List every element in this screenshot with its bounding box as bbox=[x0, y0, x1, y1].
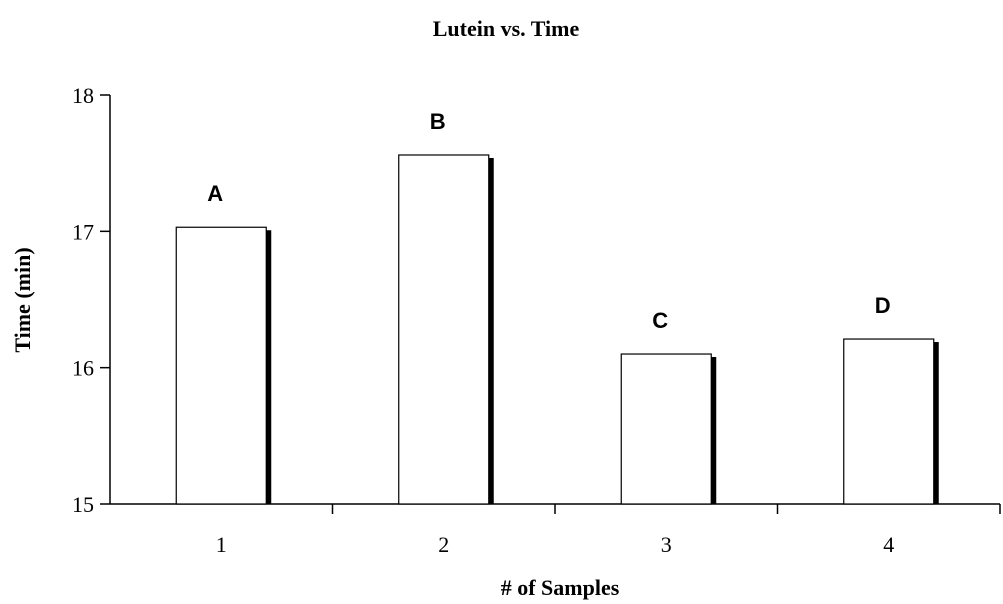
y-tick-label: 17 bbox=[72, 219, 94, 244]
x-axis-label: # of Samples bbox=[501, 575, 620, 600]
bar-data-label: C bbox=[652, 308, 668, 333]
bar-shadow bbox=[933, 342, 939, 504]
y-tick-label: 18 bbox=[72, 83, 94, 108]
bar-shadow bbox=[266, 230, 272, 504]
chart-title: Lutein vs. Time bbox=[433, 16, 580, 41]
x-tick-label: 4 bbox=[883, 532, 894, 557]
bar bbox=[620, 353, 712, 505]
plot-area: 15 16 17 18 A 1 B 2 C 3 D 4 bbox=[72, 83, 1001, 557]
x-tick-label: 3 bbox=[661, 532, 672, 557]
x-tick-label: 2 bbox=[438, 532, 449, 557]
bar-shadow bbox=[488, 157, 494, 504]
y-tick-label: 15 bbox=[72, 492, 94, 517]
bar bbox=[843, 338, 935, 505]
x-tick-label: 1 bbox=[216, 532, 227, 557]
bar-data-label: A bbox=[207, 181, 223, 206]
bar bbox=[398, 154, 490, 505]
y-tick-label: 16 bbox=[72, 356, 94, 381]
bar-data-label: D bbox=[875, 293, 891, 318]
bar-shadow bbox=[711, 357, 717, 504]
bar-data-label: B bbox=[430, 109, 446, 134]
bar bbox=[175, 226, 267, 505]
y-axis-label: Time (min) bbox=[10, 247, 35, 352]
